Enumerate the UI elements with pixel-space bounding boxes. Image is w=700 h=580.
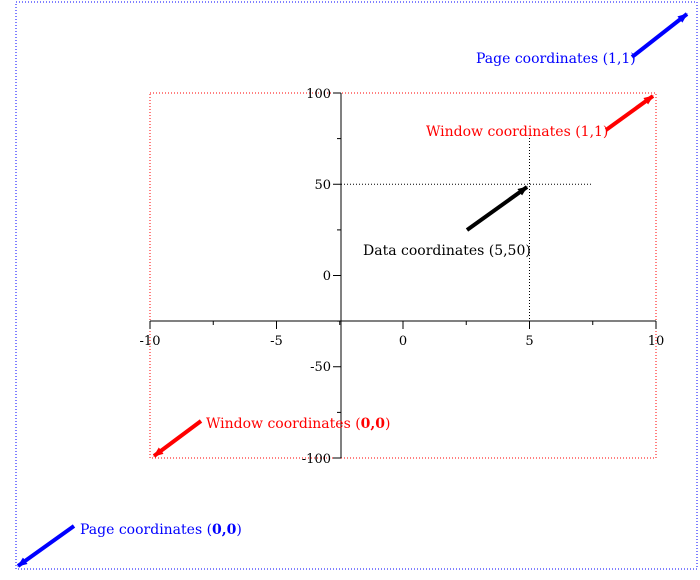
page-upper-label: Page coordinates (1,1) [476,51,636,67]
y-tick-label: -50 [310,360,331,375]
x-tick-labels: -10 -5 0 5 10 [140,334,665,349]
x-tick-label: 0 [399,334,407,349]
x-tick-label: -5 [270,334,283,349]
page-lower-arrow [16,524,76,568]
data-point-arrow [465,185,529,232]
y-tick-labels: 100 50 0 -50 -100 [302,87,331,467]
y-tick-label: 100 [306,87,331,102]
page-upper-arrow [630,12,689,59]
y-tick-label: 50 [314,178,331,193]
window-upper-arrow [604,94,655,132]
window-lower-arrow [152,419,203,458]
y-tick-label: -100 [302,452,331,467]
data-point-guides [341,138,592,321]
data-point-label: Data coordinates (5,50) [363,243,531,259]
window-upper-label: Window coordinates (1,1) [426,124,608,140]
axes [149,92,657,459]
x-tick-label: -10 [140,334,161,349]
x-tick-label: 10 [648,334,665,349]
page-lower-label: Page coordinates (0,0) [80,522,242,538]
window-lower-label: Window coordinates (0,0) [206,416,391,432]
y-tick-label: 0 [323,269,331,284]
window-boundary [149,92,657,459]
page-boundary [15,1,698,570]
x-tick-label: 5 [525,334,533,349]
